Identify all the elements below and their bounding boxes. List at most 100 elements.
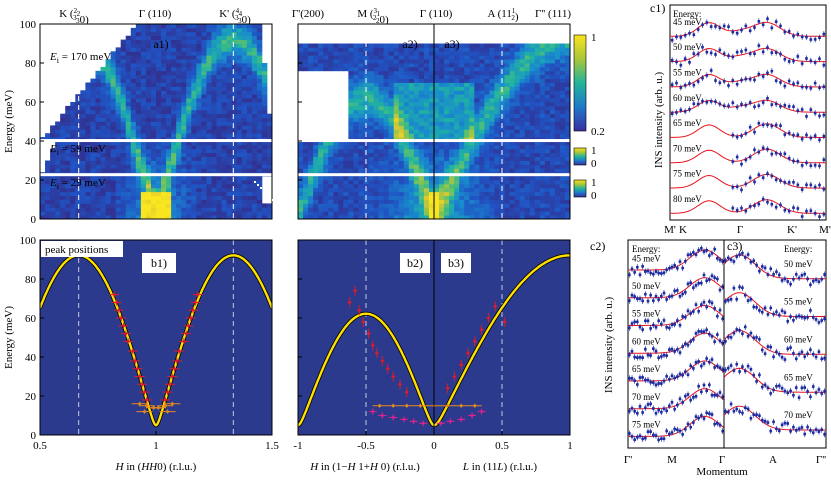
- heatmap-cell: [60, 168, 66, 173]
- heatmap-cell: [403, 102, 410, 107]
- heatmap-cell: [348, 51, 354, 56]
- heatmap-cell: [246, 51, 253, 56]
- data-point: [779, 179, 782, 182]
- heatmap-cell: [343, 66, 349, 72]
- heatmap-cell: [55, 129, 61, 134]
- heatmap-cell: [303, 203, 309, 208]
- heatmap-cell: [544, 117, 551, 122]
- heatmap-cell: [115, 94, 122, 99]
- heatmap-cell: [65, 176, 71, 181]
- heatmap-cell: [261, 121, 268, 126]
- heatmap-cell: [564, 66, 570, 72]
- heatmap-cell: [398, 156, 405, 161]
- heatmap-cell: [323, 164, 329, 169]
- heatmap-cell: [298, 160, 304, 165]
- heatmap-cell: [231, 43, 238, 48]
- heatmap-cell: [539, 168, 546, 173]
- heatmap-cell: [125, 180, 132, 185]
- heatmap-cell: [226, 39, 233, 44]
- heatmap-cell: [509, 66, 515, 72]
- heatmap-cell: [539, 148, 546, 154]
- heatmap-cell: [206, 144, 212, 150]
- heatmap-cell: [554, 43, 561, 48]
- peak-point: [358, 309, 361, 312]
- heatmap-cell: [428, 215, 435, 219]
- heatmap-cell: [434, 152, 440, 157]
- heatmap-cell: [70, 141, 76, 146]
- heatmap-cell: [469, 51, 475, 56]
- heatmap-cell: [398, 180, 405, 185]
- heatmap-cell: [368, 187, 374, 193]
- heatmap-cell: [529, 86, 536, 91]
- heatmap-cell: [529, 191, 536, 196]
- heatmap-cell: [298, 180, 304, 185]
- heatmap-cell: [383, 215, 390, 219]
- heatmap-cell: [156, 199, 162, 204]
- heatmap-cell: [166, 160, 172, 165]
- heatmap-cell: [323, 152, 329, 157]
- heatmap-cell: [221, 168, 228, 173]
- heatmap-cell: [256, 176, 263, 181]
- heatmap-cell: [353, 125, 359, 130]
- heatmap-cell: [130, 191, 137, 196]
- heatmap-cell: [564, 203, 570, 208]
- heatmap-cell: [236, 187, 243, 193]
- heatmap-cell: [439, 168, 445, 173]
- heatmap-cell: [524, 98, 531, 103]
- heatmap-cell: [368, 86, 374, 91]
- heatmap-cell: [75, 176, 81, 181]
- heatmap-cell: [95, 102, 101, 107]
- heatmap-cell: [343, 215, 349, 219]
- heatmap-cell: [236, 152, 243, 157]
- heatmap-cell: [216, 102, 222, 107]
- heatmap-cell: [504, 191, 510, 196]
- heatmap-cell: [474, 86, 480, 91]
- heatmap-cell: [318, 144, 324, 150]
- heatmap-cell: [156, 47, 162, 52]
- heatmap-cell: [90, 207, 96, 212]
- heatmap-cell: [145, 144, 152, 150]
- heatmap-cell: [549, 133, 556, 138]
- heatmap-cell: [418, 66, 425, 72]
- heatmap-cell: [303, 199, 309, 204]
- heatmap-cell: [130, 121, 137, 126]
- heatmap-cell: [418, 207, 425, 212]
- heatmap-cell: [161, 47, 167, 52]
- heatmap-cell: [241, 180, 248, 185]
- heatmap-cell: [439, 183, 445, 189]
- heatmap-cell: [423, 211, 430, 216]
- heatmap-cell: [261, 203, 268, 208]
- heatmap-cell: [348, 105, 354, 111]
- heatmap-cell: [191, 90, 197, 95]
- heatmap-cell: [378, 47, 385, 52]
- heatmap-cell: [246, 195, 253, 200]
- heatmap-cell: [105, 141, 112, 146]
- heatmap-cell: [161, 24, 167, 29]
- heatmap-cell: [449, 156, 455, 161]
- heatmap-cell: [211, 78, 217, 83]
- heatmap-cell: [65, 195, 71, 200]
- heatmap-cell: [156, 160, 162, 165]
- heatmap-cell: [494, 43, 500, 48]
- data-point: [770, 26, 774, 30]
- heatmap-cell: [308, 63, 314, 68]
- heatmap-cell: [105, 180, 112, 185]
- heatmap-cell: [191, 133, 197, 138]
- heatmap-cell: [358, 70, 364, 76]
- heatmap-cell: [444, 113, 450, 118]
- heatmap-cell: [489, 187, 495, 193]
- heatmap-cell: [241, 86, 248, 91]
- heatmap-cell: [408, 43, 415, 48]
- heatmap-cell: [161, 55, 167, 60]
- heatmap-cell: [251, 195, 258, 200]
- heatmap-cell: [549, 203, 556, 208]
- heatmap-cell: [261, 82, 268, 87]
- heatmap-cell: [246, 144, 253, 150]
- data-point: [783, 84, 787, 88]
- heatmap-cell: [85, 117, 91, 122]
- heatmap-cell: [60, 129, 66, 134]
- heatmap-cell: [539, 66, 546, 72]
- heatmap-cell: [459, 203, 465, 208]
- heatmap-cell: [80, 203, 86, 208]
